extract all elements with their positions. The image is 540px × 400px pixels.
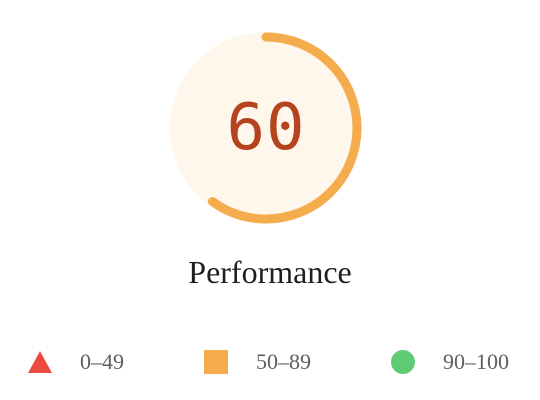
triangle-icon	[28, 351, 52, 373]
score-value: 60	[226, 91, 306, 165]
performance-gauge[interactable]: 60	[170, 32, 362, 224]
legend-fail-range: 0–49	[80, 349, 124, 374]
square-icon	[204, 350, 228, 374]
score-legend: 0–49 50–89 90–100	[0, 345, 540, 379]
legend-item-fail: 0–49	[28, 345, 124, 379]
gauge-background	[170, 32, 362, 224]
circle-icon	[391, 350, 415, 374]
legend-item-pass: 90–100	[391, 345, 509, 379]
gauge-arc	[170, 32, 362, 224]
legend-item-average: 50–89	[204, 345, 311, 379]
gauge-svg	[170, 32, 362, 224]
legend-average-range: 50–89	[256, 349, 311, 374]
legend-pass-range: 90–100	[443, 349, 509, 374]
category-title: Performance	[188, 254, 352, 290]
